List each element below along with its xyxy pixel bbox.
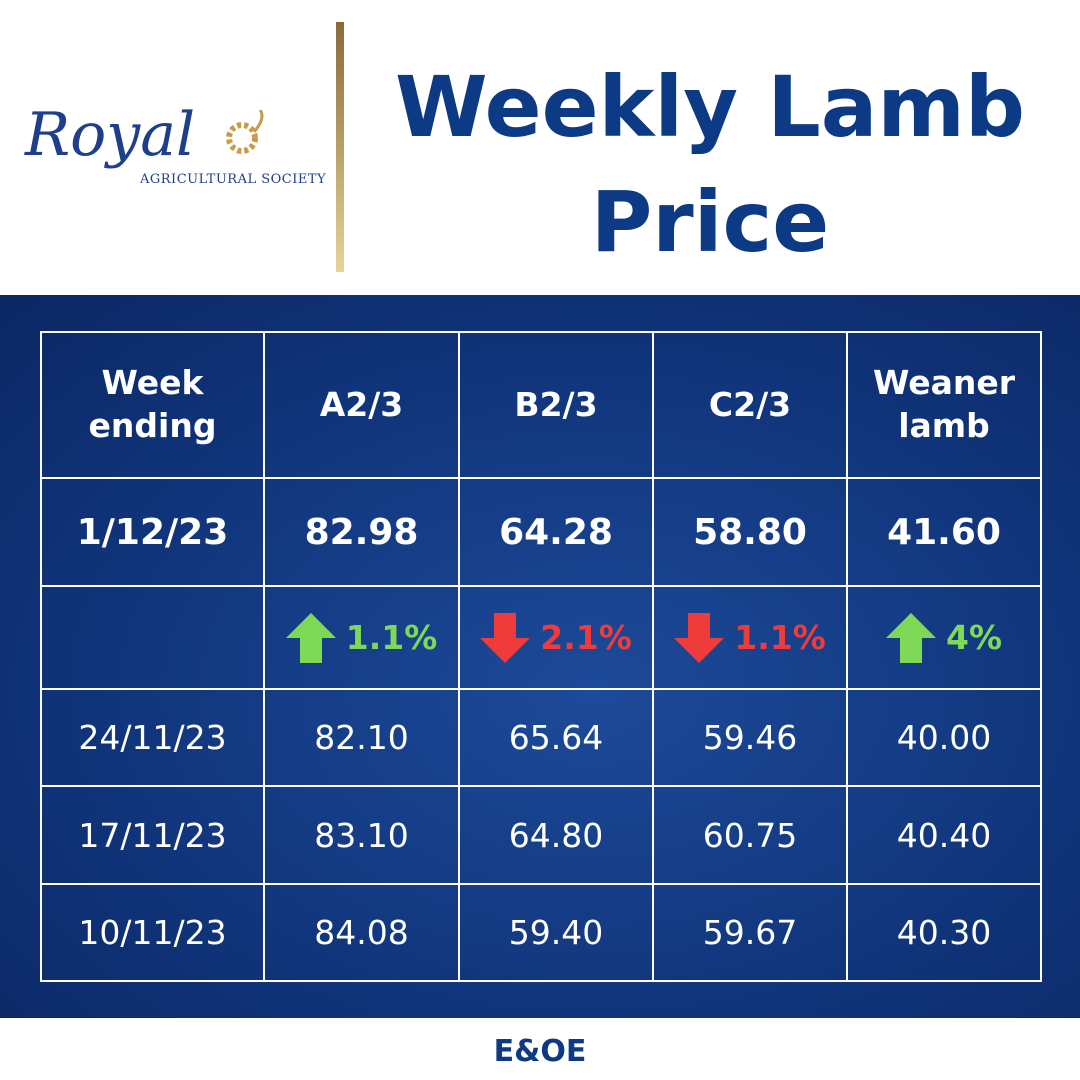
change-label: 4% — [945, 618, 1003, 657]
table-cell: Week ending — [40, 331, 265, 479]
table-cell: 59.46 — [652, 688, 848, 787]
table-cell: 2.1% — [458, 585, 654, 690]
table-cell: A2/3 — [263, 331, 460, 479]
table-cell: 17/11/23 — [40, 785, 265, 885]
arrow-down — [480, 612, 531, 663]
table-cell: 1/12/23 — [40, 477, 265, 587]
title: Weekly Lamb Price — [394, 58, 1026, 271]
table-cell: 83.10 — [263, 785, 460, 885]
footer-note: E&OE — [493, 1034, 587, 1069]
table-cell: 58.80 — [652, 477, 848, 587]
table-cell: 40.40 — [846, 785, 1042, 885]
table-cell: 41.60 — [846, 477, 1042, 587]
logo-name: Royal — [25, 100, 196, 170]
table-cell: 1.1% — [652, 585, 848, 690]
table-cell: 59.40 — [458, 883, 654, 982]
table-cell: 1.1% — [263, 585, 460, 690]
arrow-up — [885, 612, 936, 663]
table-cell: 40.30 — [846, 883, 1042, 982]
table-cell: 60.75 — [652, 785, 848, 885]
logo-subtitle: AGRICULTURAL SOCIETY — [140, 172, 327, 187]
table-cell: 59.67 — [652, 883, 848, 982]
table-cell: 82.10 — [263, 688, 460, 787]
table-cell: 10/11/23 — [40, 883, 265, 982]
table-cell: Weaner lamb — [846, 331, 1042, 479]
table-cell: 64.28 — [458, 477, 654, 587]
divider — [336, 22, 344, 272]
table-cell: 82.98 — [263, 477, 460, 587]
change-label: 2.1% — [540, 618, 632, 657]
table-cell: 24/11/23 — [40, 688, 265, 787]
table-cell: 84.08 — [263, 883, 460, 982]
arrow-down — [674, 612, 725, 663]
table-cell: C2/3 — [652, 331, 848, 479]
table-cell: 65.64 — [458, 688, 654, 787]
table-cell — [40, 585, 265, 690]
arrow-up — [285, 612, 336, 663]
change-label: 1.1% — [734, 618, 826, 657]
logo: Royal AGRICULTURAL SOCIETY — [20, 95, 330, 205]
table-cell: B2/3 — [458, 331, 654, 479]
change-label: 1.1% — [345, 618, 438, 657]
table-cell: 4% — [846, 585, 1042, 690]
logo-emblem — [226, 110, 264, 154]
table-cell: 40.00 — [846, 688, 1042, 787]
table-cell: 64.80 — [458, 785, 654, 885]
